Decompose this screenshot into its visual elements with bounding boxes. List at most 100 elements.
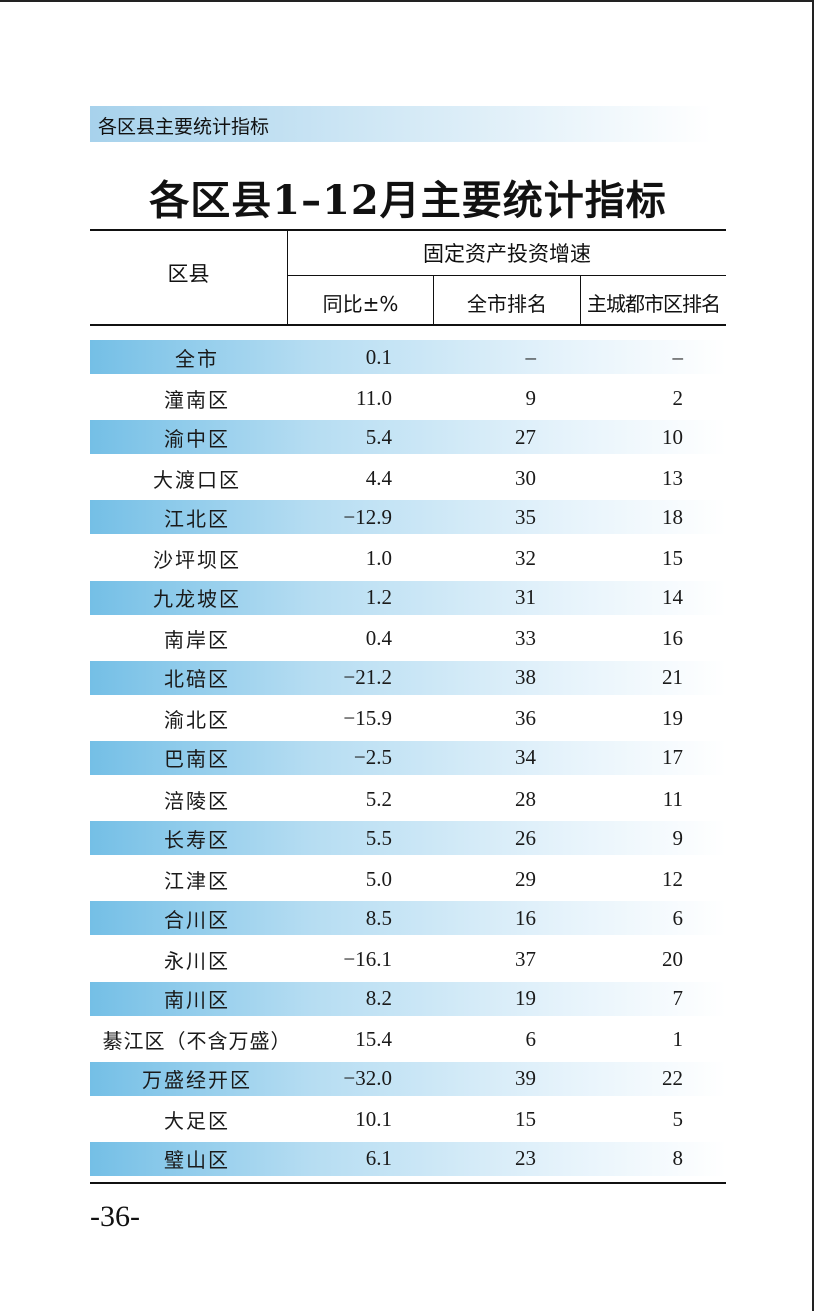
table-row: 合川区 8.5 16 6 [90,901,726,936]
city-rank-value: 31 [515,585,536,610]
district-name: 沙坪坝区 [153,548,241,573]
table-row: 大足区 10.1 15 5 [90,1100,726,1140]
district-name: 巴南区 [164,747,230,772]
main-rank-value: 20 [662,946,683,971]
table-row: 江津区 5.0 29 12 [90,859,726,899]
main-rank-value: 15 [662,546,683,571]
yoy-value: 5.5 [365,825,392,850]
table-row: 江北区 −12.9 35 18 [90,500,726,535]
page-title: 各区县1–12月主要统计指标 [149,177,667,224]
yoy-value: −32.0 [343,1066,392,1091]
main-rank-value: 6 [672,905,684,930]
yoy-value: 1.2 [365,585,392,610]
city-rank-value: 29 [515,866,536,891]
yoy-value: 0.1 [365,344,392,369]
district-name: 潼南区 [164,387,230,412]
district-name: 永川区 [164,948,230,973]
main-rank-value: 14 [662,585,683,610]
table-row: 潼南区 11.0 9 2 [90,378,726,418]
main-rank-value: – [672,344,684,369]
table-row: 大渡口区 4.4 30 13 [90,458,726,498]
city-rank-value: 32 [515,546,536,571]
section-banner: 各区县主要统计指标 [90,106,712,142]
header-divider-2 [433,276,434,324]
city-rank-value: 38 [515,665,536,690]
city-rank-value: 23 [515,1146,536,1171]
district-name: 万盛经开区 [142,1068,252,1093]
district-name: 江津区 [164,868,230,893]
district-name: 长寿区 [164,827,230,852]
main-rank-value: 10 [662,424,683,449]
table-row: 綦江区（不含万盛） 15.4 6 1 [90,1020,726,1060]
city-rank-value: 35 [515,504,536,529]
yoy-value: 8.5 [365,905,392,930]
table-row: 渝中区 5.4 27 10 [90,420,726,455]
district-name: 大足区 [164,1109,230,1134]
main-rank-value: 8 [672,1146,684,1171]
header-divider-1 [287,230,288,324]
district-name: 璧山区 [164,1148,230,1173]
header-investment-growth: 固定资产投资增速 [423,242,591,266]
table-row: 渝北区 −15.9 36 19 [90,699,726,739]
yoy-value: −15.9 [343,706,392,731]
district-name: 涪陵区 [164,788,230,813]
main-rank-value: 2 [672,385,684,410]
yoy-value: 4.4 [365,465,392,490]
table-row: 九龙坡区 1.2 31 14 [90,580,726,615]
district-name: 南岸区 [164,628,230,653]
yoy-value: −12.9 [343,504,392,529]
yoy-value: 5.4 [365,424,392,449]
table-row: 南岸区 0.4 33 16 [90,619,726,659]
table-row: 璧山区 6.1 23 8 [90,1141,726,1176]
table-row: 全市 0.1 – – [90,340,726,374]
district-name: 南川区 [164,988,230,1012]
yoy-value: 0.4 [365,626,392,651]
section-label: 各区县主要统计指标 [98,116,270,138]
district-name: 渝中区 [164,426,230,451]
table-row: 永川区 −16.1 37 20 [90,939,726,979]
city-rank-value: 19 [515,986,536,1010]
table-row: 涪陵区 5.2 28 11 [90,779,726,819]
main-rank-value: 7 [672,986,684,1010]
table-bottom-rule [90,1182,726,1184]
city-rank-value: 34 [515,745,536,770]
district-name: 全市 [175,346,219,371]
city-rank-value: 39 [515,1066,536,1091]
city-rank-value: 36 [515,706,536,731]
yoy-value: −21.2 [343,665,392,690]
main-rank-value: 18 [662,504,683,529]
yoy-value: 5.2 [365,786,392,811]
city-rank-value: 37 [515,946,536,971]
table-row: 万盛经开区 −32.0 39 22 [90,1061,726,1096]
yoy-value: 11.0 [356,385,392,410]
city-rank-value: 30 [515,465,536,490]
table-top-rule [90,229,726,231]
main-rank-value: 1 [672,1027,684,1052]
district-name: 大渡口区 [153,467,241,492]
city-rank-value: 15 [515,1107,536,1132]
yoy-value: 10.1 [355,1107,392,1132]
yoy-value: 6.1 [365,1146,392,1171]
district-name: 渝北区 [164,708,230,733]
main-rank-value: 11 [662,786,683,811]
city-rank-value: 9 [525,385,537,410]
yoy-value: 8.2 [365,986,392,1010]
main-rank-value: 19 [662,706,683,731]
city-rank-value: – [525,344,537,369]
main-rank-value: 12 [662,866,683,891]
city-rank-value: 33 [515,626,536,651]
district-name: 九龙坡区 [153,587,241,612]
district-name: 綦江区（不含万盛） [102,1029,292,1054]
yoy-value: 5.0 [365,866,392,891]
main-rank-value: 17 [662,745,683,770]
district-name: 北碚区 [164,667,230,692]
header-main-rank: 主城都市区排名 [587,292,721,316]
yoy-value: 1.0 [365,546,392,571]
header-district: 区县 [167,262,210,286]
table-row: 巴南区 −2.5 34 17 [90,740,726,775]
table-row: 南川区 8.2 19 7 [90,981,726,1016]
main-rank-value: 16 [662,626,683,651]
table-row: 北碚区 −21.2 38 21 [90,660,726,695]
table-body: 全市 0.1– – 潼南区 11.0 9 2 渝中区 5.4 27 10 大渡口区 4.4 30 13 江北区… [90,338,726,1180]
